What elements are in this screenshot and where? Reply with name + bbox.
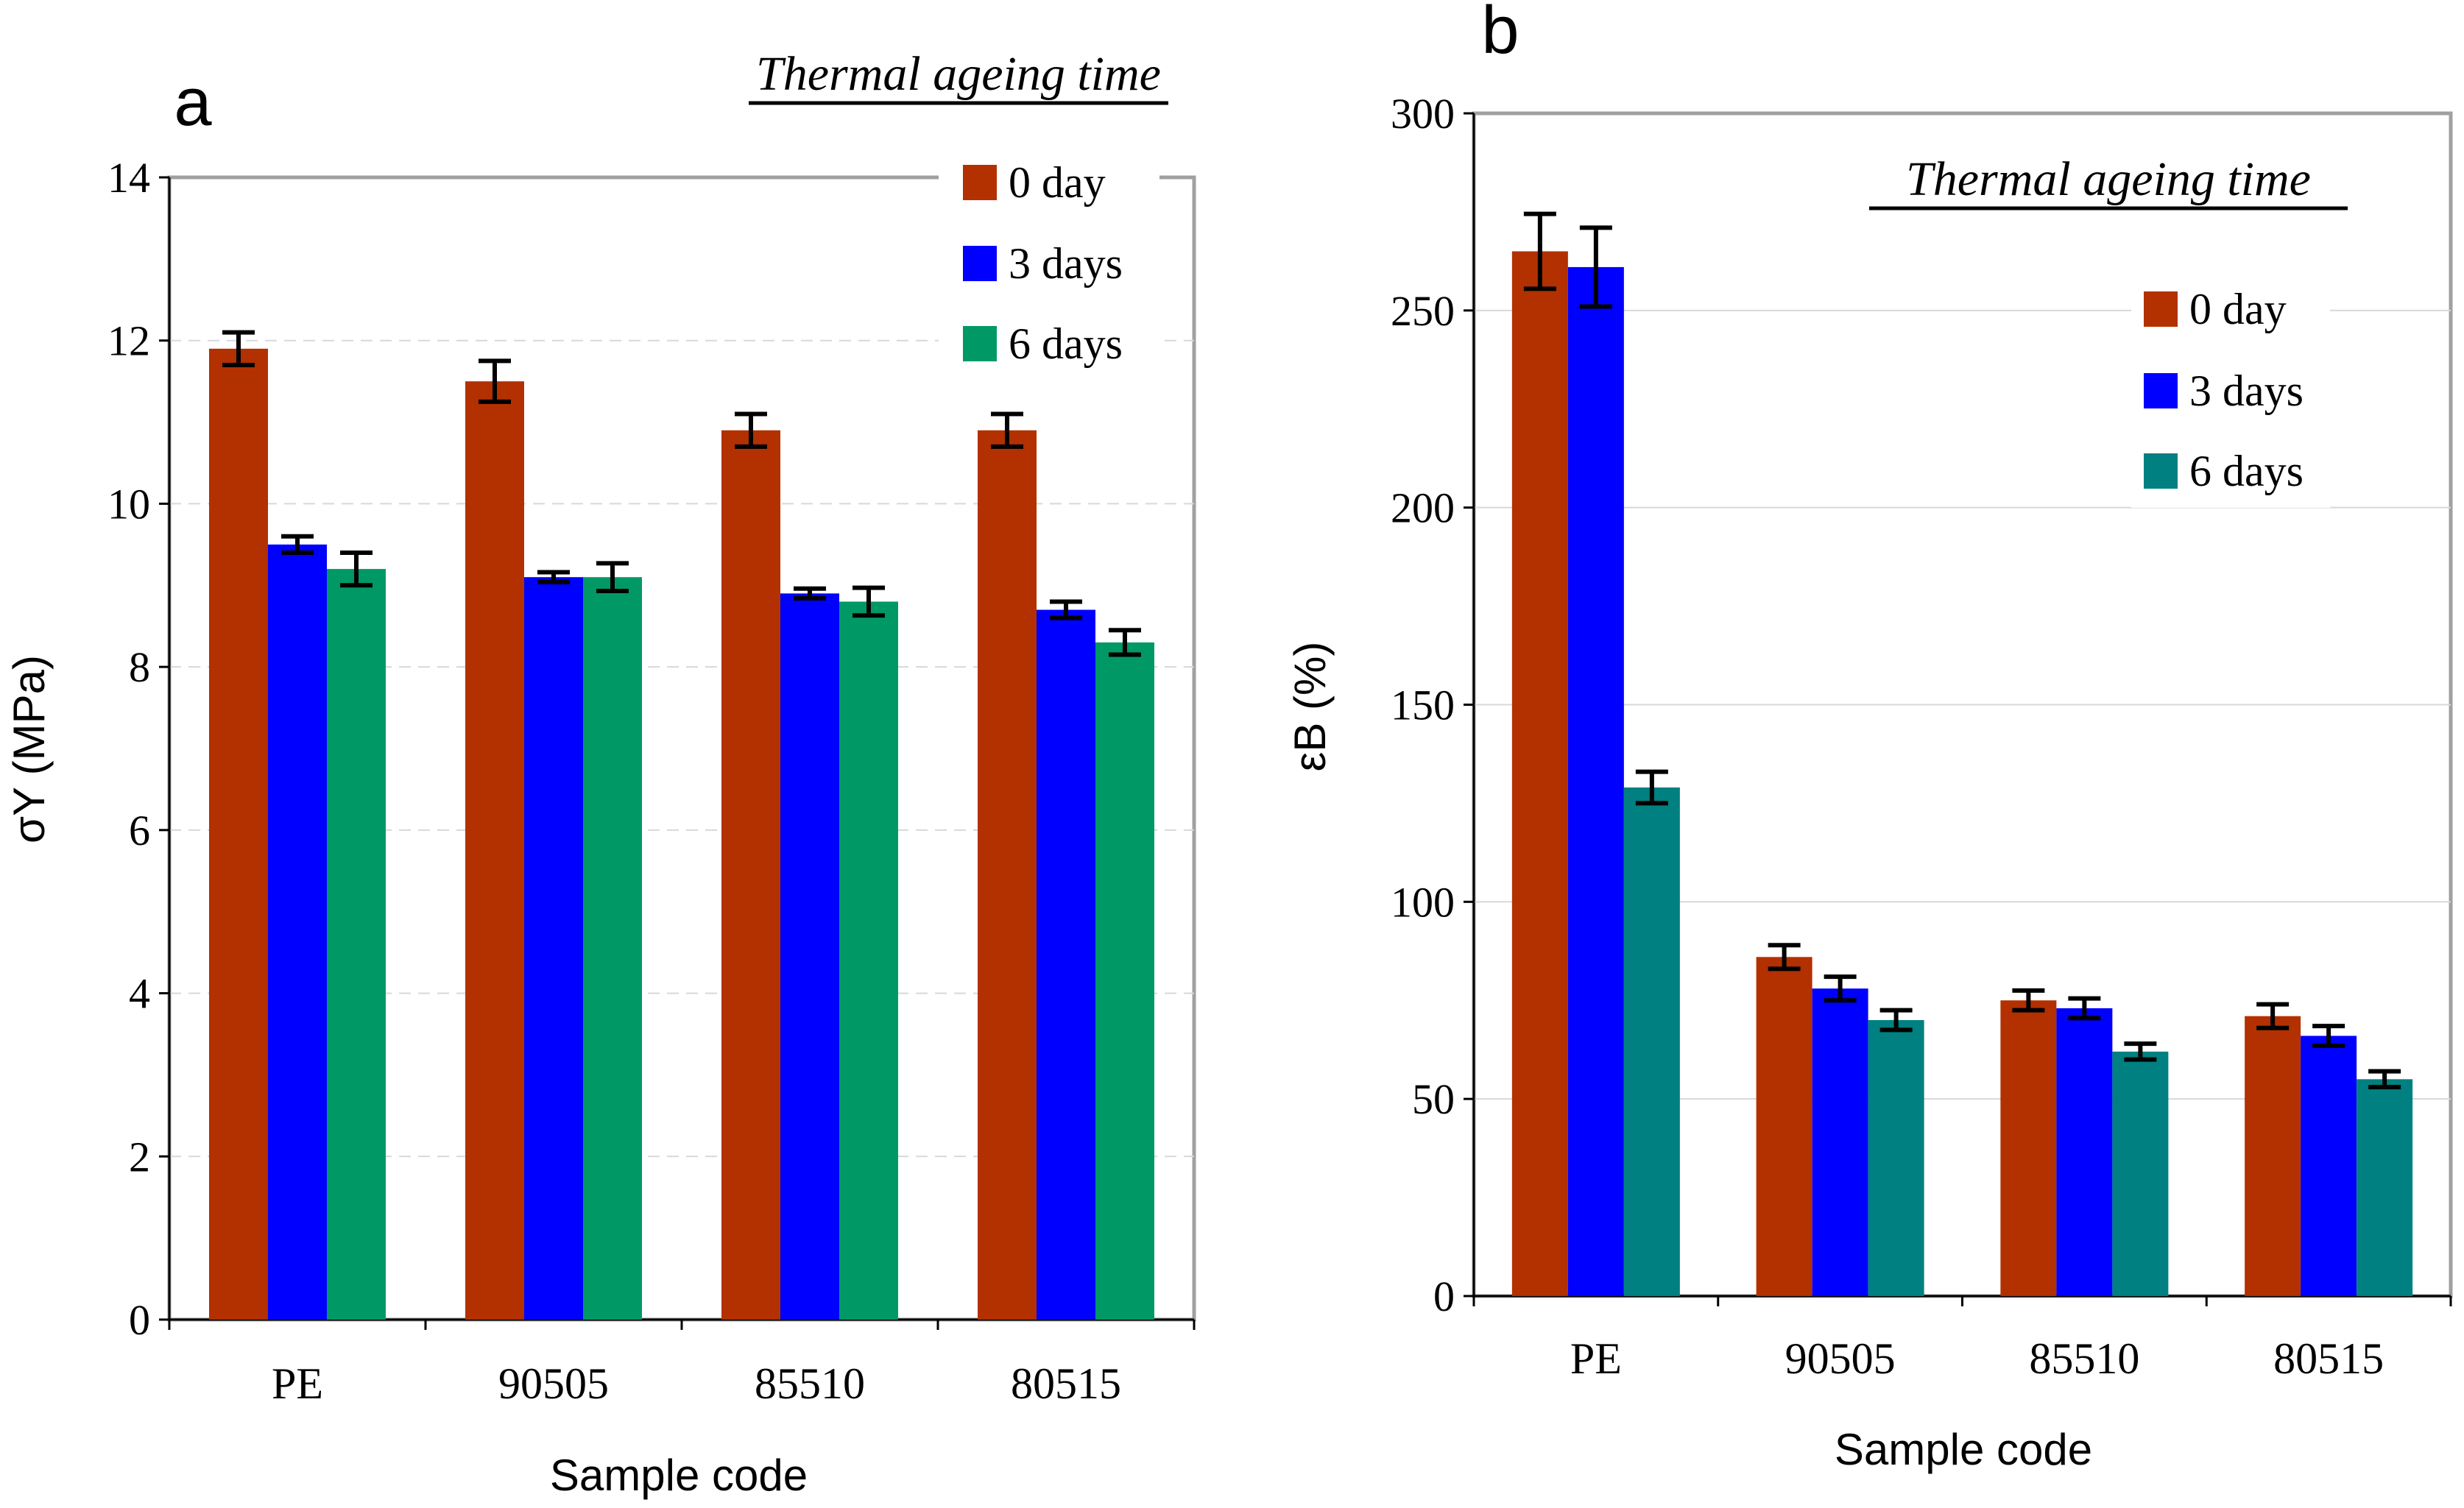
error-bar — [596, 561, 629, 594]
legend-swatch — [2144, 453, 2178, 489]
legend-swatch — [963, 246, 997, 281]
error-bar — [1109, 628, 1141, 657]
error-bar — [2312, 1024, 2345, 1048]
legend-swatch — [963, 165, 997, 200]
error-bar — [852, 585, 885, 618]
bar-0-day-80515 — [2245, 1016, 2301, 1296]
bar-0-day-PE — [1511, 251, 1568, 1296]
bar-0-day-90505 — [465, 381, 524, 1320]
y-tick-label: 250 — [1391, 287, 1455, 335]
legend-label: 0 day — [2189, 285, 2287, 333]
chart-panel-a: 0 2 4 6 8 10 12 14 PE 90505 85510 80515 0 day 3 days 6… — [4, 47, 1196, 1500]
error-bar — [1635, 769, 1668, 806]
y-axis-label: σY (MPa) — [4, 655, 54, 843]
error-bar — [1523, 211, 1556, 291]
y-tick-label: 150 — [1391, 682, 1455, 729]
legend-title: Thermal ageing time — [1906, 152, 2311, 206]
y-tick-label: 14 — [107, 154, 150, 202]
error-bar — [1824, 974, 1857, 1003]
bar-6-days-90505 — [583, 577, 642, 1320]
bar-6-days-80515 — [1095, 642, 1154, 1320]
panel-label: a — [174, 65, 212, 140]
y-tick-label: 2 — [129, 1133, 150, 1180]
x-tick-label: 90505 — [498, 1359, 609, 1408]
y-tick-label: 0 — [129, 1296, 150, 1344]
y-axis-label: εB (%) — [1285, 642, 1335, 772]
legend-swatch — [2144, 373, 2178, 408]
y-tick-label: 6 — [129, 807, 150, 854]
legend-title: Thermal ageing time — [756, 47, 1161, 101]
legend-label: 6 days — [2189, 447, 2304, 495]
error-bar — [2012, 988, 2045, 1013]
error-bar — [340, 550, 373, 588]
error-bar — [222, 330, 255, 367]
bar-3-days-PE — [268, 544, 327, 1320]
chart-panel-b: 0 50 100 150 200 250 300 PE 90505 85510 80515 0 day… — [1285, 0, 2453, 1474]
bar-6-days-PE — [327, 569, 386, 1320]
bar-3-days-80515 — [1037, 609, 1095, 1320]
legend-label: 6 days — [1009, 319, 1123, 368]
legend: 0 day 3 days 6 days — [939, 158, 1159, 379]
bar-3-days-80515 — [2301, 1036, 2357, 1296]
bar-0-day-90505 — [1756, 957, 1812, 1296]
bar-0-day-85510 — [721, 430, 780, 1320]
x-tick-label: 90505 — [1785, 1334, 1896, 1383]
error-bar — [1768, 943, 1801, 971]
y-tick-label: 10 — [107, 480, 150, 528]
x-tick-label: 85510 — [2029, 1334, 2139, 1383]
bar-3-days-90505 — [1812, 988, 1868, 1296]
legend-label: 0 day — [1009, 158, 1106, 207]
bar-6-days-PE — [1623, 787, 1680, 1296]
bar-6-days-85510 — [2112, 1051, 2169, 1296]
y-tick-label: 50 — [1412, 1075, 1455, 1123]
y-tick-label: 8 — [129, 643, 150, 691]
y-tick-label: 300 — [1391, 90, 1455, 138]
bar-0-day-80515 — [978, 430, 1037, 1320]
bar-6-days-90505 — [1868, 1020, 1924, 1296]
error-bar — [1050, 599, 1082, 620]
error-bar — [281, 534, 314, 555]
y-tick-label: 200 — [1391, 484, 1455, 532]
error-bar — [2124, 1041, 2157, 1062]
error-bar — [479, 358, 511, 404]
panel-label: b — [1481, 0, 1519, 68]
x-tick-label: 80515 — [1011, 1359, 1121, 1408]
x-tick-label: 85510 — [755, 1359, 865, 1408]
error-bar — [537, 570, 570, 584]
error-bar — [1579, 225, 1612, 309]
error-bar — [991, 411, 1023, 449]
legend-label: 3 days — [2189, 367, 2304, 415]
y-tick-label: 100 — [1391, 878, 1455, 926]
legend-swatch — [963, 326, 997, 361]
error-bar — [735, 411, 767, 449]
x-axis-label: Sample code — [1835, 1425, 2092, 1474]
bar-3-days-85510 — [2056, 1008, 2113, 1296]
error-bar — [1879, 1008, 1913, 1033]
x-tick-label: PE — [1570, 1334, 1622, 1383]
bar-0-day-85510 — [2000, 1000, 2057, 1296]
error-bar — [2256, 1002, 2290, 1030]
legend-swatch — [2144, 291, 2178, 327]
bar-0-day-PE — [209, 348, 268, 1320]
y-tick-label: 4 — [129, 970, 150, 1018]
error-bar — [794, 586, 826, 601]
bar-6-days-80515 — [2357, 1079, 2413, 1296]
legend: 0 day 3 days 6 days — [2131, 280, 2330, 508]
bar-3-days-PE — [1567, 266, 1624, 1296]
y-tick-label: 12 — [107, 317, 150, 365]
y-tick-label: 0 — [1433, 1272, 1455, 1320]
error-bar — [2368, 1069, 2401, 1090]
bar-6-days-85510 — [839, 601, 898, 1320]
legend-label: 3 days — [1009, 239, 1123, 288]
bar-3-days-90505 — [524, 577, 583, 1320]
bar-3-days-85510 — [780, 593, 839, 1320]
error-bar — [2068, 996, 2101, 1021]
x-axis-label: Sample code — [550, 1451, 808, 1500]
x-tick-label: 80515 — [2273, 1334, 2384, 1383]
x-tick-label: PE — [272, 1359, 323, 1408]
